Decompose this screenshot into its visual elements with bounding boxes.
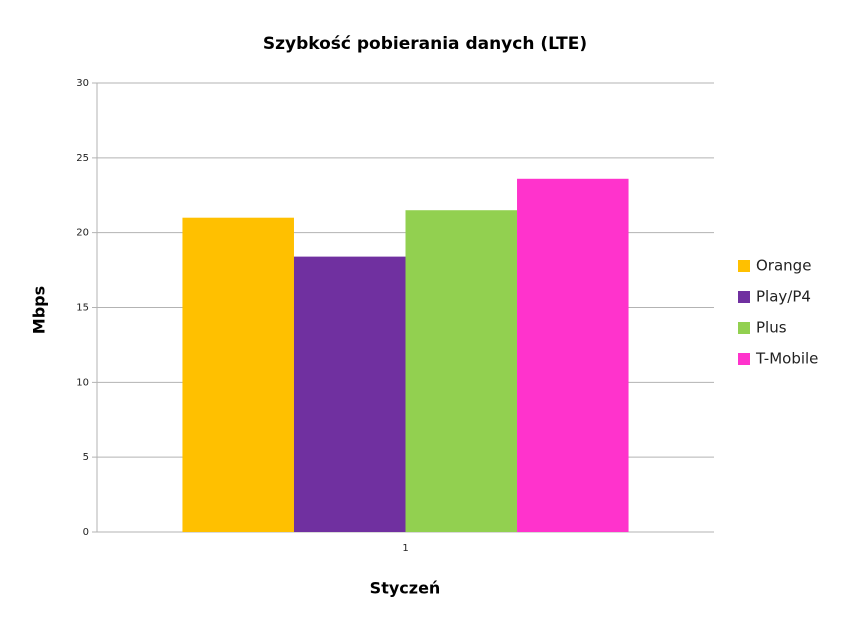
bar (293, 256, 406, 532)
y-tick-label: 10 (76, 377, 89, 388)
legend-swatch (738, 353, 750, 365)
legend-swatch (738, 291, 750, 303)
x-axis-title: Styczeń (370, 579, 441, 598)
y-tick-label: 0 (83, 527, 89, 538)
y-tick-label: 30 (76, 78, 89, 89)
bar (517, 178, 629, 532)
x-tick-label: 1 (402, 543, 408, 554)
legend-label: T-Mobile (755, 350, 818, 368)
legend-label: Orange (756, 257, 811, 275)
legend-label: Play/P4 (756, 288, 811, 306)
y-tick-label: 15 (76, 303, 89, 314)
legend-label: Plus (756, 319, 787, 337)
legend-swatch (738, 322, 750, 334)
chart-title: Szybkość pobierania danych (LTE) (263, 34, 587, 54)
legend-swatch (738, 260, 750, 272)
y-tick-label: 20 (76, 228, 89, 239)
y-tick-label: 5 (83, 452, 89, 463)
y-tick-label: 25 (76, 153, 89, 164)
bar (405, 210, 518, 532)
y-axis-title: Mbps (30, 286, 49, 334)
bar (182, 217, 294, 532)
